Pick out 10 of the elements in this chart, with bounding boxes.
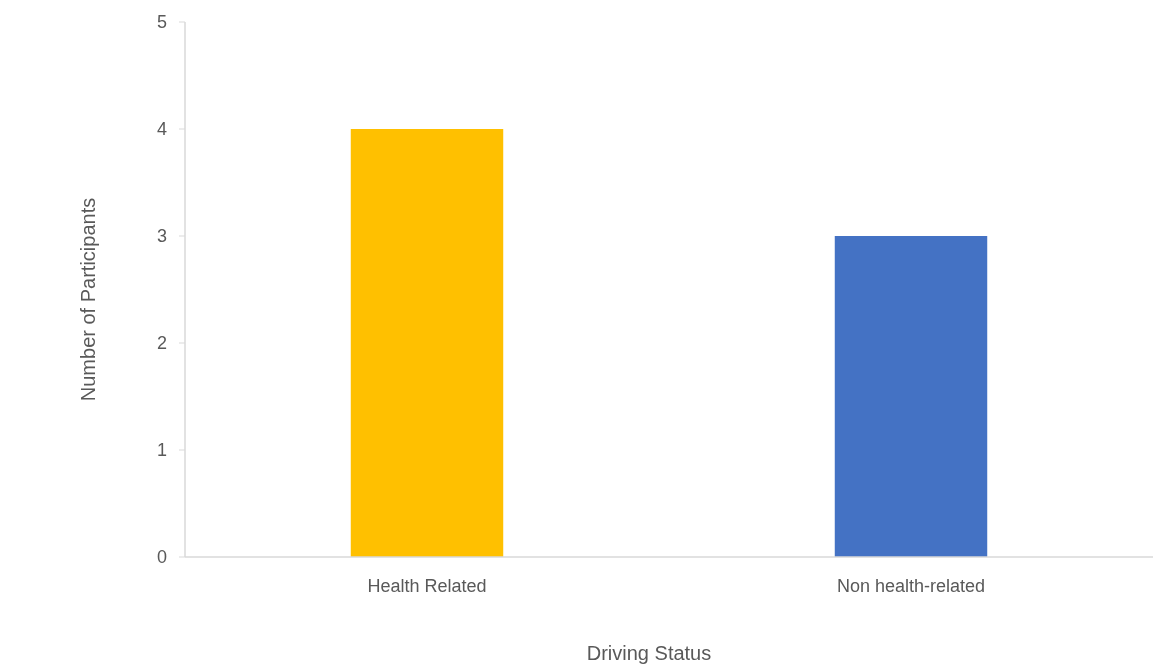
x-axis-title: Driving Status bbox=[586, 642, 712, 664]
y-tick-label: 2 bbox=[156, 333, 167, 354]
x-tick-label: Health Related bbox=[367, 576, 487, 596]
y-tick-label: 4 bbox=[156, 119, 167, 140]
y-tick-label: 3 bbox=[156, 226, 167, 247]
y-tick-label: 5 bbox=[156, 12, 167, 33]
y-tick-label: 1 bbox=[156, 440, 167, 461]
x-tick-label: Non health-related bbox=[836, 576, 986, 596]
y-axis-title: Number of Participants bbox=[77, 197, 99, 402]
y-tick-label: 0 bbox=[156, 547, 167, 568]
